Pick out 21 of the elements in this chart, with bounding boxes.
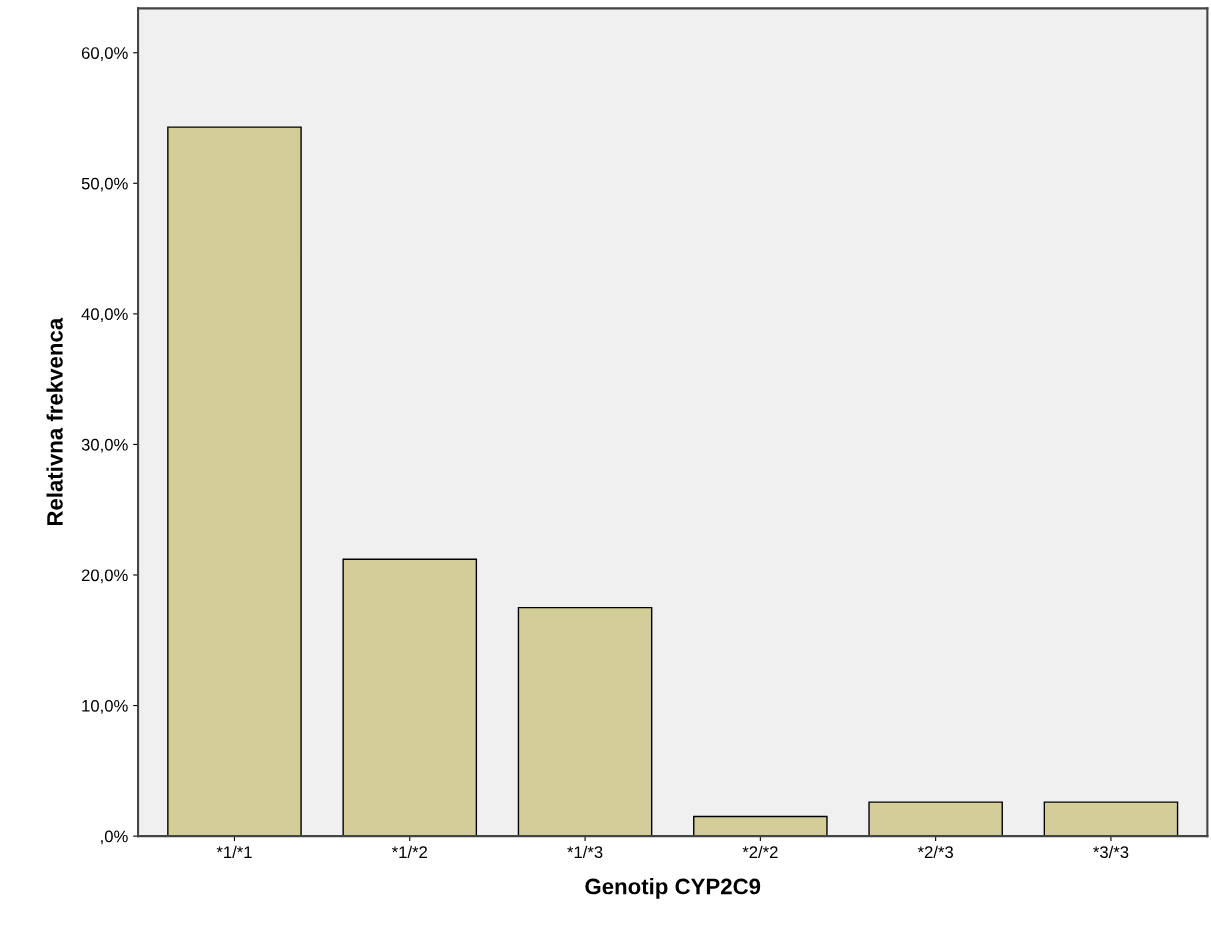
bar	[693, 815, 828, 837]
x-tick-label: *2/*2	[742, 845, 778, 859]
y-tick-label: 10,0%	[82, 699, 128, 714]
x-axis-title: Genotip CYP2C9	[585, 878, 761, 899]
bar	[342, 558, 478, 837]
bar	[1043, 801, 1179, 837]
x-tick-label: *2/*3	[917, 845, 953, 859]
x-tick-label: *1/*1	[216, 845, 252, 859]
y-tick-label: ,0%	[101, 830, 128, 845]
bar	[868, 801, 1003, 837]
y-tick-label: 60,0%	[81, 47, 128, 61]
x-tick-label: *3/*3	[1093, 845, 1129, 859]
y-tick-label: 30,0%	[81, 438, 128, 453]
y-axis-title: Relativna frekvenca	[46, 317, 63, 526]
y-tick-label: 50,0%	[81, 177, 128, 192]
x-tick-label: *1/*3	[567, 845, 603, 859]
y-tick-label: 20,0%	[81, 569, 128, 584]
x-tick-label: *1/*2	[391, 845, 427, 859]
bar	[517, 606, 653, 837]
y-tick-label: 40,0%	[81, 308, 128, 323]
bar	[167, 126, 302, 837]
